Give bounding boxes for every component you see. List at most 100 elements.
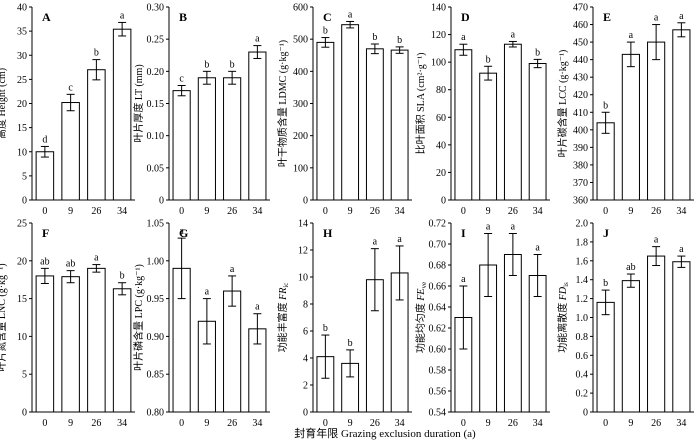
panel-j-ytick-label: 0.4 [576, 370, 589, 381]
panel-h-ytick-label: 0 [303, 408, 308, 419]
panel-a-ytick-label: 5 [22, 171, 27, 182]
panel-c-ytick-label: 300 [293, 99, 308, 110]
panel-b-ytick-label: 0 [159, 196, 164, 207]
panel-a-bar [112, 28, 132, 201]
panel-i-ytick-label: 0.72 [429, 219, 447, 230]
panel-d-ytick-label: 80 [436, 85, 446, 96]
panel-f-xtick-label: 9 [68, 418, 73, 429]
panel-f-ytick-label: 5 [22, 370, 27, 381]
panel-e-xtick-label: 34 [676, 206, 686, 217]
panel-i-ytick-label: 0.58 [429, 366, 447, 377]
panel-j-bar [596, 301, 615, 413]
panel-d-bar [454, 49, 473, 201]
panel-j-ytick-label: 1.2 [576, 294, 589, 305]
panel-j-ytick-label: 0.6 [576, 351, 589, 362]
panel-e-ytick-label: 470 [573, 3, 588, 14]
panel-a-sig-letter: d [42, 134, 47, 145]
panel-g-letter: G [179, 226, 188, 240]
panel-j-sig-letter: b [603, 278, 608, 289]
panel-h-ytick-label: 8 [303, 300, 308, 311]
panel-e-ytick-label: 440 [573, 55, 588, 66]
panel-h-sig-letter: b [323, 323, 328, 334]
panel-h-xtick-label: 34 [395, 418, 405, 429]
panel-j-xtick-label: 9 [628, 418, 633, 429]
panel-j-sig-letter: ab [626, 262, 635, 273]
panel-b-sig-letter: a [255, 34, 260, 45]
panel-d-ytick-label: 0 [441, 196, 446, 207]
panel-d-sig-letter: a [461, 32, 466, 43]
panel-d-bar [528, 63, 547, 201]
panel-b-bar [223, 77, 242, 201]
panel-h-xtick-label: 26 [370, 418, 380, 429]
panel-j-ytick-label: 2.0 [576, 219, 589, 230]
panel-d-ytick-label: 120 [431, 30, 446, 41]
panel-f-sig-letter: ab [40, 256, 49, 267]
panel-j-sig-letter: a [679, 244, 684, 255]
panel-j-xtick-label: 34 [676, 418, 686, 429]
panel-f-sig-letter: b [120, 271, 125, 282]
panel-b-ytick-label: 0.25 [147, 35, 165, 46]
panel-e-bar [647, 41, 666, 201]
panel-d-xtick-label: 26 [508, 206, 518, 217]
panel-e-ytick-label: 420 [573, 90, 588, 101]
panel-e-ytick-label: 380 [573, 160, 588, 171]
panel-d-bar [479, 72, 498, 201]
panel-f-xtick-label: 34 [117, 418, 127, 429]
panel-g-xtick-label: 26 [227, 418, 237, 429]
panel-h-ytick-label: 10 [298, 273, 308, 284]
panel-j-letter: J [603, 226, 609, 240]
panel-j-xtick-label: 0 [603, 418, 608, 429]
panel-g-xtick-label: 34 [252, 418, 262, 429]
panel-b-bar [197, 77, 216, 201]
panel-f-sig-letter: a [94, 253, 99, 264]
panel-g-ytick-label: 1.00 [147, 256, 165, 267]
panel-g-sig-letter: a [179, 226, 184, 237]
panel-d-xtick-label: 34 [533, 206, 543, 217]
panel-e-ytick-label: 370 [573, 178, 588, 189]
panel-c-ylabel: 叶干物质含量 LDMC (g·kg⁻¹) [276, 40, 289, 167]
panel-i-xtick-label: 9 [486, 418, 491, 429]
panel-i-sig-letter: a [461, 274, 466, 285]
panel-e-sig-letter: a [679, 11, 684, 22]
panel-e-ytick-label: 430 [573, 73, 588, 84]
panel-b-xtick-label: 26 [227, 206, 237, 217]
panel-d-sig-letter: b [535, 47, 540, 58]
panel-c-bar [341, 24, 360, 201]
panel-g-ytick-label: 1.05 [147, 219, 165, 230]
panel-g-sig-letter: a [255, 302, 260, 313]
panel-a-xtick-label: 34 [117, 206, 127, 217]
panel-a-ytick-label: 40 [17, 3, 27, 14]
panel-i-bar [503, 254, 522, 413]
panel-h-ytick-label: 6 [303, 327, 308, 338]
panel-b-ylabel: 叶片厚度 LT (mm) [132, 64, 145, 142]
panel-i-ytick-label: 0.62 [429, 324, 447, 335]
panel-i-sig-letter: a [511, 222, 516, 233]
panel-e-xtick-label: 26 [651, 206, 661, 217]
panel-f-ytick-label: 10 [17, 332, 27, 343]
panel-a-bar [35, 151, 55, 201]
panel-d-ytick-label: 100 [431, 58, 446, 69]
panel-a-sig-letter: b [94, 48, 99, 59]
panel-j-ytick-label: 0 [583, 408, 588, 419]
panel-c-xtick-label: 0 [323, 206, 328, 217]
panel-e-bar [596, 122, 615, 201]
panel-j-bar [621, 280, 640, 413]
panel-a-sig-letter: a [120, 10, 125, 21]
panel-e-sig-letter: a [654, 13, 659, 24]
panel-i-letter: I [461, 226, 466, 240]
panel-h-ytick-label: 14 [298, 219, 308, 230]
panel-f-bar [61, 276, 80, 413]
panel-b-bar [248, 51, 267, 201]
panel-i-xtick-label: 26 [508, 418, 518, 429]
panel-i-sig-letter: a [486, 222, 491, 233]
panel-h-ytick-label: 12 [298, 246, 308, 257]
panel-h-letter: H [323, 226, 333, 240]
panel-c-sig-letter: b [397, 35, 402, 46]
panel-f-ytick-label: 0 [22, 408, 27, 419]
panel-c-ytick-label: 100 [293, 163, 308, 174]
panel-c-xtick-label: 34 [395, 206, 405, 217]
panel-i-xtick-label: 0 [461, 418, 466, 429]
panel-d-xtick-label: 9 [486, 206, 491, 217]
